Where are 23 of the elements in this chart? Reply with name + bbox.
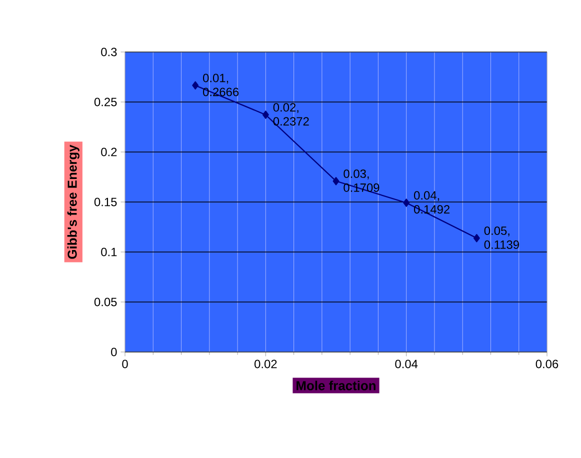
point [332,176,340,186]
x-tick-label: 0.02 [254,360,277,368]
x-tick-label: 0.04 [395,360,418,368]
x-axis-title: Mole fraction [296,380,376,390]
point [192,81,199,90]
data-label: 0.04, 0.1492 [414,191,450,214]
y-tick-label: 0.25 [94,98,117,106]
x-tick-label: 0 [122,360,128,368]
data-label: 0.03, 0.1709 [344,169,380,192]
y-tick-label: 0 [111,348,117,356]
y-axis-title: Gibb's free Energy [67,144,80,259]
x-tick-label: 0.06 [536,360,558,368]
y-tick-label: 0.3 [101,48,117,56]
point [473,234,480,242]
data-label: 0.01, 0.2666 [203,74,239,96]
data-label: 0.05, 0.1139 [484,226,519,249]
data-label: 0.02, 0.2372 [273,103,309,126]
y-tick-label: 0.2 [101,148,117,156]
y-tick-label: 0.15 [94,198,117,206]
y-tick-label: 0.1 [101,248,117,256]
y-tick-label: 0.05 [94,298,117,306]
point [262,110,269,119]
point [403,198,410,207]
